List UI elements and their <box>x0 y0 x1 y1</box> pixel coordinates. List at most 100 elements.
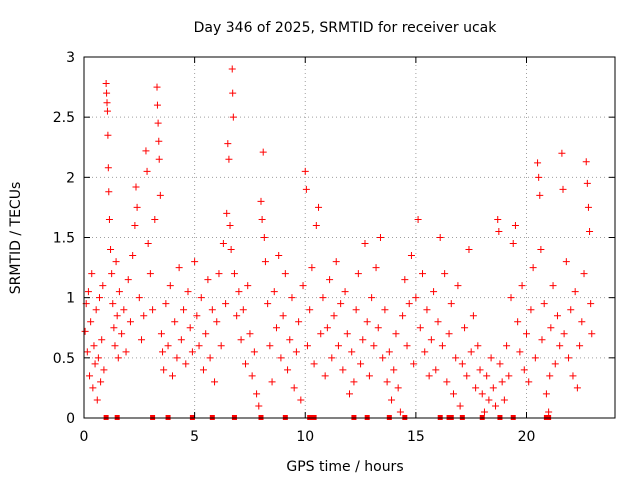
data-point <box>547 324 555 332</box>
data-point <box>124 276 132 284</box>
x-tick-label: 0 <box>80 429 89 445</box>
data-point <box>202 330 210 338</box>
data-point <box>153 83 161 91</box>
data-point <box>230 270 238 278</box>
data-point <box>341 288 349 296</box>
data-point <box>166 282 174 290</box>
data-point <box>332 258 340 266</box>
data-point <box>95 294 103 302</box>
data-point <box>582 158 590 166</box>
x-tick-label: 20 <box>518 429 536 445</box>
data-point <box>463 372 471 380</box>
data-point <box>416 324 424 332</box>
data-point <box>288 294 296 302</box>
data-point <box>583 179 591 187</box>
data-point <box>188 348 196 356</box>
data-point <box>104 131 112 139</box>
y-tick-label: 2.5 <box>53 110 75 126</box>
data-point <box>518 282 526 290</box>
data-point <box>295 318 303 326</box>
data-point <box>352 306 360 314</box>
data-point <box>538 336 546 344</box>
data-point <box>317 330 325 338</box>
data-point <box>86 372 94 380</box>
y-tick-label: 1 <box>66 291 75 307</box>
data-point <box>129 252 137 260</box>
data-point <box>483 372 491 380</box>
data-point <box>89 384 97 392</box>
data-point <box>354 270 362 278</box>
data-point <box>142 147 150 155</box>
data-point <box>461 324 469 332</box>
data-point <box>452 354 460 362</box>
data-point <box>261 258 269 266</box>
data-point <box>100 366 108 374</box>
data-point <box>312 221 320 229</box>
data-point <box>496 360 504 368</box>
data-point <box>184 288 192 296</box>
data-point <box>186 324 194 332</box>
data-point <box>357 360 365 368</box>
data-point <box>284 366 292 374</box>
x-tick-label: 10 <box>296 429 314 445</box>
data-point <box>540 300 548 308</box>
data-point <box>159 348 167 356</box>
data-point <box>525 378 533 386</box>
data-point <box>527 306 535 314</box>
data-point <box>445 330 453 338</box>
data-point <box>228 65 236 73</box>
data-point <box>208 306 216 314</box>
data-point <box>361 240 369 248</box>
data-point <box>414 215 422 223</box>
data-point <box>472 384 480 392</box>
data-point <box>146 270 154 278</box>
data-point <box>177 336 185 344</box>
data-point <box>567 306 575 314</box>
data-point <box>226 221 234 229</box>
data-point <box>520 366 528 374</box>
data-point <box>503 342 511 350</box>
data-point <box>495 227 503 235</box>
data-point <box>478 390 486 398</box>
data-point <box>348 348 356 356</box>
data-point <box>315 203 323 211</box>
data-point <box>93 396 101 404</box>
data-point <box>225 155 233 163</box>
data-point <box>98 336 106 344</box>
data-point <box>302 185 310 193</box>
data-point <box>323 324 331 332</box>
data-point <box>419 270 427 278</box>
data-point <box>233 312 241 320</box>
data-point <box>122 348 130 356</box>
data-point <box>102 79 110 87</box>
data-point <box>494 215 502 223</box>
data-point <box>560 330 568 338</box>
data-point <box>551 360 559 368</box>
data-point <box>229 89 237 97</box>
data-point <box>92 306 100 314</box>
data-point <box>432 366 440 374</box>
data-point <box>474 342 482 350</box>
data-point <box>423 306 431 314</box>
data-point <box>81 327 89 335</box>
data-point <box>487 354 495 362</box>
data-point <box>569 372 577 380</box>
data-point <box>195 342 203 350</box>
data-point <box>211 378 219 386</box>
data-point <box>399 312 407 320</box>
data-point <box>545 408 553 416</box>
data-point <box>580 270 588 278</box>
data-point <box>149 306 157 314</box>
data-point <box>105 188 113 196</box>
data-point <box>259 148 267 156</box>
data-point <box>562 258 570 266</box>
data-point <box>576 342 584 350</box>
data-point <box>171 318 179 326</box>
data-point <box>410 360 418 368</box>
data-point <box>144 240 152 248</box>
data-point <box>204 276 212 284</box>
y-tick-label: 1.5 <box>53 231 75 247</box>
data-point <box>107 246 115 254</box>
